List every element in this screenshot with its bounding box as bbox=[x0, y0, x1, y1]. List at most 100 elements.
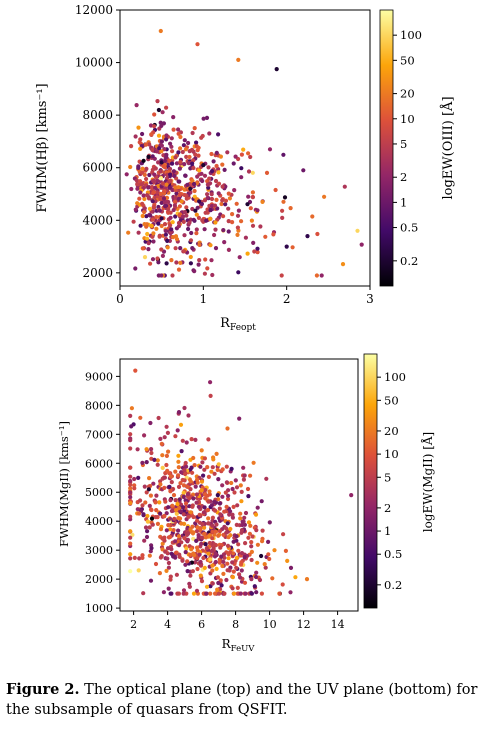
scatter-point bbox=[190, 130, 195, 136]
scatter-point bbox=[305, 234, 310, 239]
scatter-point bbox=[176, 267, 182, 272]
scatter-point bbox=[128, 474, 133, 479]
scatter-point bbox=[159, 139, 164, 144]
scatter-point bbox=[162, 222, 168, 227]
scatter-point bbox=[220, 467, 225, 472]
scatter-point bbox=[171, 528, 176, 533]
scatter-point bbox=[251, 240, 256, 245]
scatter-point bbox=[198, 573, 203, 578]
colorbar-tick-label: 0.5 bbox=[384, 547, 402, 561]
scatter-point bbox=[175, 591, 180, 596]
scatter-point bbox=[192, 560, 198, 565]
scatter-point bbox=[145, 529, 150, 534]
scatter-point bbox=[160, 181, 165, 186]
scatter-point bbox=[194, 231, 199, 236]
scatter-point bbox=[239, 152, 244, 157]
scatter-point bbox=[170, 161, 175, 166]
scatter-point bbox=[128, 478, 133, 484]
scatter-point bbox=[178, 246, 183, 251]
scatter-point bbox=[176, 453, 181, 458]
scatter-point bbox=[191, 455, 196, 461]
scatter-point bbox=[201, 510, 206, 515]
scatter-point bbox=[215, 587, 220, 592]
scatter-point bbox=[239, 175, 244, 180]
scatter-point bbox=[184, 546, 189, 551]
scatter-point bbox=[226, 191, 231, 196]
scatter-point bbox=[241, 477, 246, 482]
bottom-scatter-points bbox=[128, 368, 354, 596]
scatter-point bbox=[129, 424, 134, 429]
scatter-point bbox=[225, 426, 230, 431]
scatter-point bbox=[165, 546, 171, 551]
scatter-point bbox=[145, 519, 150, 524]
scatter-point bbox=[259, 553, 264, 559]
scatter-point bbox=[231, 161, 236, 166]
scatter-point bbox=[174, 260, 179, 265]
scatter-point bbox=[177, 543, 182, 548]
scatter-point bbox=[220, 563, 225, 569]
scatter-point bbox=[154, 493, 159, 498]
scatter-point bbox=[176, 131, 181, 136]
scatter-point bbox=[178, 481, 183, 486]
scatter-point bbox=[168, 591, 173, 596]
scatter-point bbox=[142, 538, 147, 543]
scatter-point bbox=[128, 556, 133, 561]
scatter-point bbox=[239, 560, 244, 565]
scatter-point bbox=[209, 196, 215, 202]
scatter-point bbox=[206, 499, 211, 504]
scatter-point bbox=[128, 535, 133, 540]
scatter-point bbox=[179, 509, 184, 514]
scatter-point bbox=[128, 482, 133, 487]
scatter-point bbox=[212, 542, 217, 547]
scatter-point bbox=[225, 543, 231, 548]
scatter-point bbox=[151, 204, 156, 209]
scatter-point bbox=[149, 447, 154, 452]
scatter-point bbox=[186, 140, 191, 146]
scatter-point bbox=[216, 580, 221, 586]
scatter-point bbox=[150, 217, 156, 222]
scatter-point bbox=[198, 464, 203, 469]
scatter-point bbox=[132, 486, 137, 491]
scatter-point bbox=[148, 493, 153, 498]
scatter-point bbox=[204, 218, 209, 223]
scatter-point bbox=[234, 565, 239, 570]
scatter-point bbox=[206, 521, 211, 526]
scatter-point bbox=[165, 238, 170, 243]
scatter-point bbox=[259, 591, 264, 596]
scatter-point bbox=[191, 514, 196, 520]
scatter-point bbox=[210, 563, 215, 568]
scatter-point bbox=[173, 155, 178, 160]
y-tick-label: 8000 bbox=[82, 108, 113, 122]
scatter-point bbox=[173, 539, 178, 544]
scatter-point bbox=[239, 528, 245, 533]
scatter-point bbox=[176, 185, 181, 190]
colorbar-tick-label: 100 bbox=[384, 370, 406, 384]
scatter-point bbox=[156, 133, 162, 138]
x-tick-label: 2 bbox=[130, 618, 137, 631]
colorbar-tick-label: 50 bbox=[384, 393, 399, 407]
scatter-point bbox=[146, 196, 152, 201]
scatter-point bbox=[234, 522, 239, 528]
scatter-point bbox=[153, 515, 158, 520]
scatter-point bbox=[226, 206, 231, 211]
scatter-point bbox=[222, 167, 227, 172]
scatter-point bbox=[204, 591, 209, 596]
bottom-colorbar bbox=[363, 353, 378, 609]
scatter-point bbox=[193, 437, 198, 442]
scatter-point bbox=[196, 215, 201, 220]
scatter-point bbox=[170, 503, 175, 508]
scatter-point bbox=[128, 541, 133, 546]
scatter-point bbox=[165, 245, 170, 250]
scatter-point bbox=[159, 123, 164, 128]
scatter-point bbox=[220, 483, 225, 488]
scatter-point bbox=[202, 531, 207, 537]
scatter-point bbox=[301, 168, 306, 173]
scatter-point bbox=[133, 134, 138, 139]
scatter-point bbox=[231, 591, 237, 596]
scatter-point bbox=[148, 213, 153, 218]
scatter-point bbox=[191, 530, 196, 535]
y-tick-label: 6000 bbox=[82, 161, 113, 175]
scatter-point bbox=[182, 536, 187, 541]
scatter-point bbox=[136, 125, 141, 130]
scatter-point bbox=[138, 179, 143, 184]
